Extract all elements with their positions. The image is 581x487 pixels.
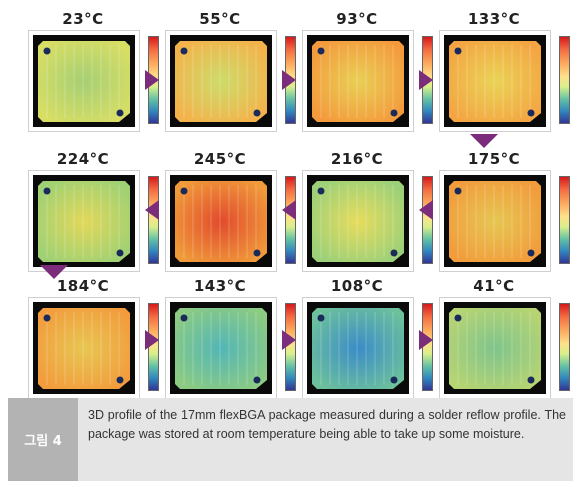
corner-ball	[390, 249, 398, 257]
warpage-map	[439, 170, 551, 272]
panel-245c: 245°C	[165, 150, 300, 272]
temperature-label: 41°C	[473, 277, 515, 295]
package-surface	[175, 308, 267, 389]
arrow-right-icon	[145, 70, 159, 94]
warpage-map	[165, 30, 277, 132]
corner-ball	[180, 314, 188, 322]
panel-55c: 55°C	[165, 10, 300, 132]
arrow-down-icon	[470, 133, 498, 152]
corner-ball	[527, 109, 535, 117]
corner-ball	[116, 376, 124, 384]
warpage-map	[165, 297, 277, 399]
package-surface	[449, 41, 541, 122]
color-scale-bar	[285, 176, 296, 264]
arrow-right-icon	[145, 330, 159, 354]
thermal-profile-figure: 23°C 55°C 93°C 133°C 224°C 245°C	[28, 10, 574, 399]
figure-caption: 그림 4 3D profile of the 17mm flexBGA pack…	[8, 398, 573, 481]
warpage-map	[302, 30, 414, 132]
panel-184c: 184°C	[28, 277, 163, 399]
arrow-right-icon	[419, 70, 433, 94]
temperature-label: 133°C	[467, 10, 521, 28]
panel-224c: 224°C	[28, 150, 163, 272]
warpage-map	[28, 170, 140, 272]
arrow-left-icon	[145, 200, 159, 224]
corner-ball	[116, 109, 124, 117]
arrow-right-icon	[419, 330, 433, 354]
package-surface	[312, 181, 404, 262]
panel-143c: 143°C	[165, 277, 300, 399]
temperature-label: 175°C	[467, 150, 521, 168]
corner-ball	[43, 47, 51, 55]
caption-text: 3D profile of the 17mm flexBGA package m…	[88, 408, 566, 441]
corner-ball	[43, 314, 51, 322]
warpage-map	[165, 170, 277, 272]
temperature-label: 143°C	[193, 277, 247, 295]
corner-ball	[317, 314, 325, 322]
warpage-map	[439, 30, 551, 132]
temperature-label: 184°C	[56, 277, 110, 295]
color-scale-bar	[148, 176, 159, 264]
arrow-left-icon	[419, 200, 433, 224]
panel-133c: 133°C	[439, 10, 574, 132]
package-surface	[38, 41, 130, 122]
color-scale-bar	[422, 176, 433, 264]
temperature-label: 55°C	[199, 10, 241, 28]
warpage-map	[439, 297, 551, 399]
package-surface	[449, 308, 541, 389]
package-surface	[312, 41, 404, 122]
temperature-label: 108°C	[330, 277, 384, 295]
corner-ball	[454, 187, 462, 195]
panel-108c: 108°C	[302, 277, 437, 399]
temperature-label: 23°C	[62, 10, 104, 28]
temperature-label: 245°C	[193, 150, 247, 168]
arrow-right-icon	[282, 70, 296, 94]
warpage-map	[302, 297, 414, 399]
warpage-map	[28, 297, 140, 399]
corner-ball	[253, 109, 261, 117]
corner-ball	[454, 314, 462, 322]
color-scale-bar	[559, 176, 570, 264]
panel-175c: 175°C	[439, 150, 574, 272]
corner-ball	[317, 47, 325, 55]
temperature-label: 216°C	[330, 150, 384, 168]
package-surface	[38, 308, 130, 389]
corner-ball	[390, 376, 398, 384]
arrow-right-icon	[282, 330, 296, 354]
corner-ball	[253, 249, 261, 257]
corner-ball	[317, 187, 325, 195]
color-scale-bar	[559, 303, 570, 391]
temperature-label: 93°C	[336, 10, 378, 28]
package-surface	[449, 181, 541, 262]
caption-label: 그림 4	[8, 398, 78, 481]
corner-ball	[527, 376, 535, 384]
corner-ball	[390, 109, 398, 117]
color-scale-bar	[559, 36, 570, 124]
corner-ball	[527, 249, 535, 257]
corner-ball	[180, 187, 188, 195]
package-surface	[312, 308, 404, 389]
corner-ball	[454, 47, 462, 55]
package-surface	[175, 41, 267, 122]
panel-41c: 41°C	[439, 277, 574, 399]
corner-ball	[43, 187, 51, 195]
panel-93c: 93°C	[302, 10, 437, 132]
package-surface	[175, 181, 267, 262]
arrow-left-icon	[282, 200, 296, 224]
warpage-map	[28, 30, 140, 132]
warpage-map	[302, 170, 414, 272]
corner-ball	[253, 376, 261, 384]
arrow-down-icon	[40, 264, 68, 283]
temperature-label: 224°C	[56, 150, 110, 168]
panel-216c: 216°C	[302, 150, 437, 272]
panel-23c: 23°C	[28, 10, 163, 132]
package-surface	[38, 181, 130, 262]
corner-ball	[180, 47, 188, 55]
corner-ball	[116, 249, 124, 257]
